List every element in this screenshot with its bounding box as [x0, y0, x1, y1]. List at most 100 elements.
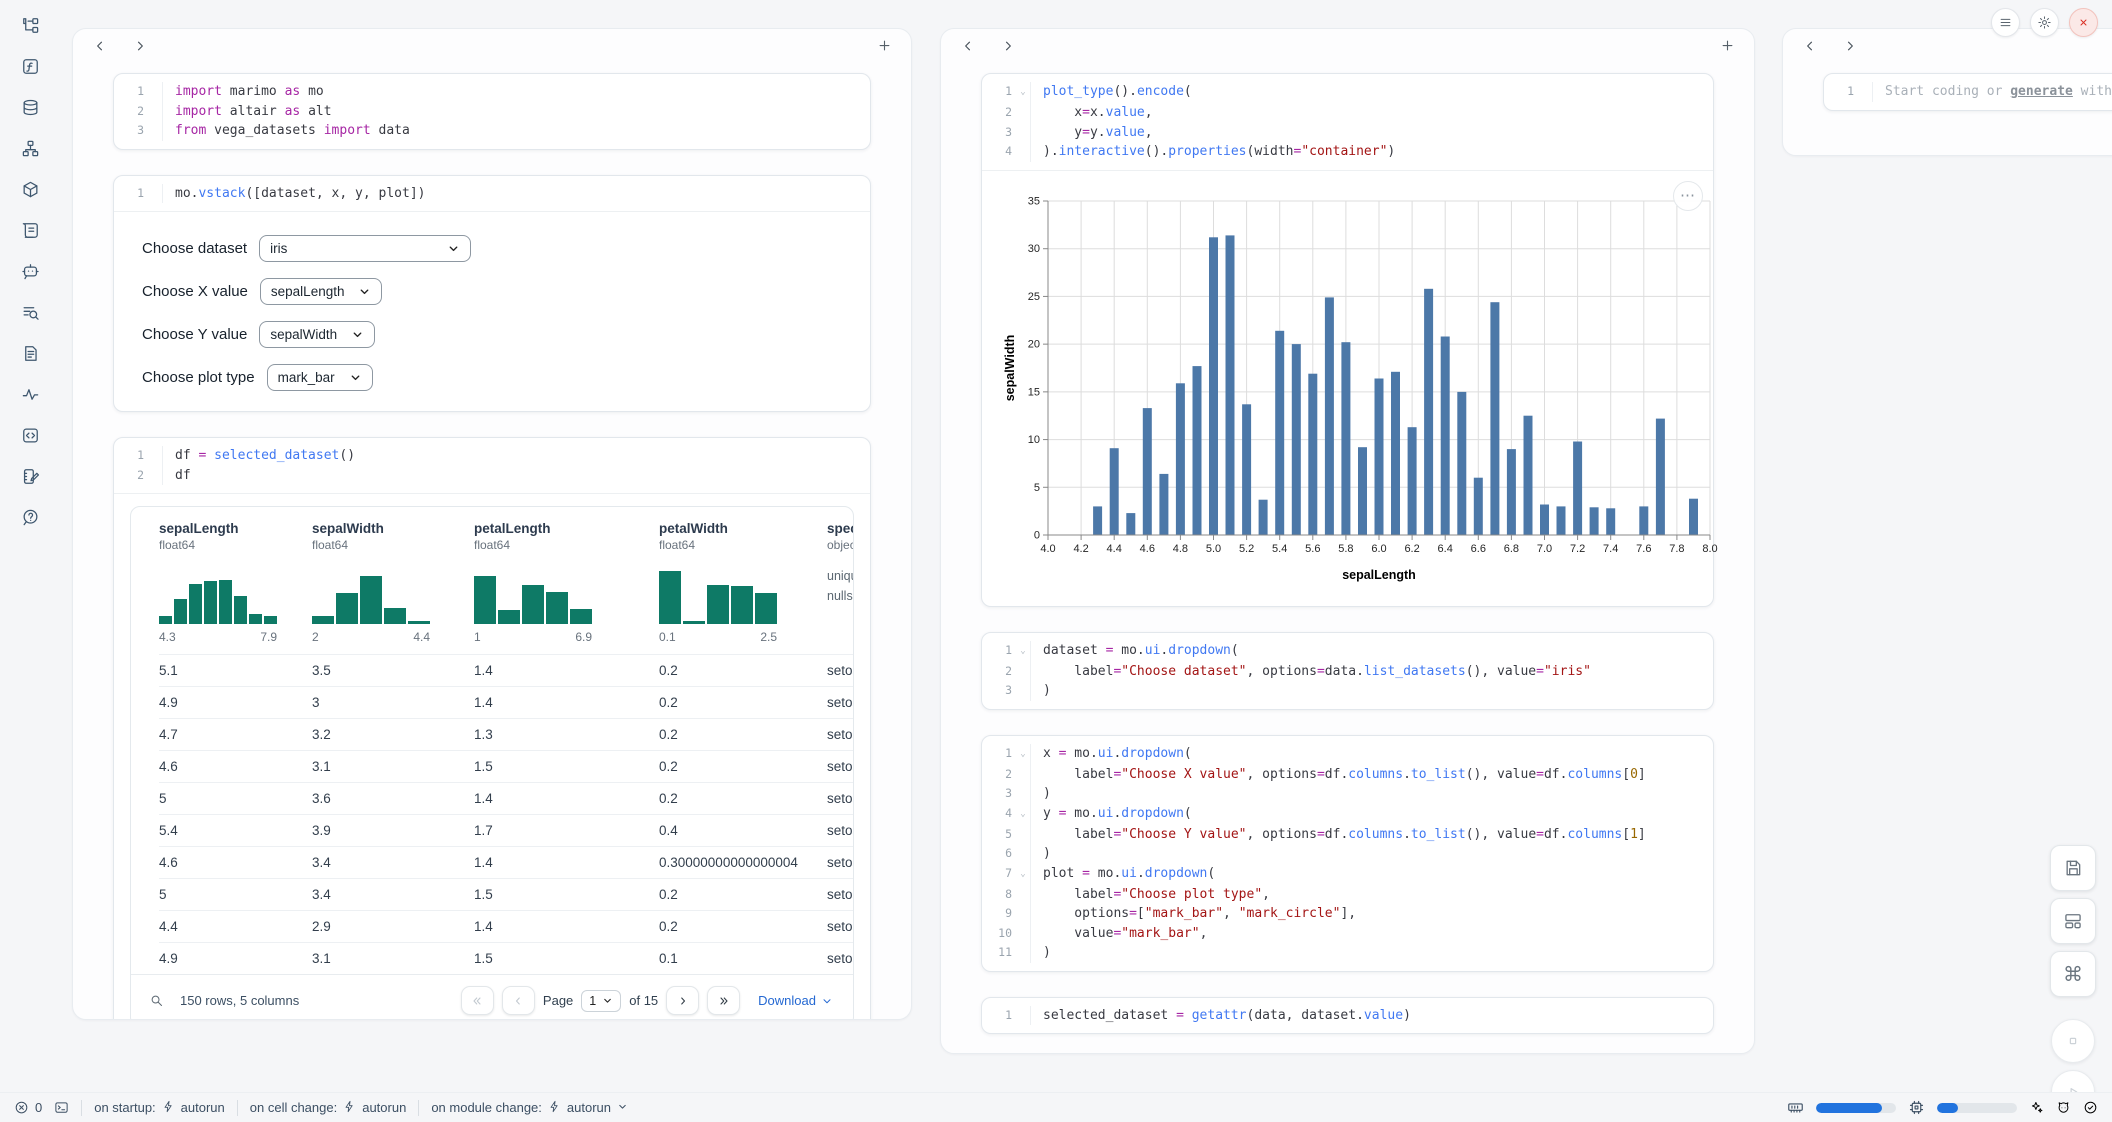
errors-indicator[interactable]: 0	[14, 1100, 42, 1115]
next-page-button[interactable]	[666, 986, 699, 1015]
column-scroll-right-button[interactable]	[1841, 38, 1859, 56]
sidebar-item-packages[interactable]	[19, 178, 41, 200]
dataset-select[interactable]: iris	[259, 235, 471, 262]
last-page-button[interactable]	[707, 986, 740, 1015]
code-editor[interactable]: 1import marimo as mo2import altair as al…	[114, 74, 870, 149]
tracing-icon	[21, 385, 40, 404]
code-editor[interactable]: 1⌄x = mo.ui.dropdown(2 label="Choose X v…	[982, 736, 1713, 971]
line-number: 9	[982, 904, 1016, 924]
code-editor[interactable]: 1mo.vstack([dataset, x, y, plot])	[114, 176, 870, 212]
page-select[interactable]: 1	[581, 990, 621, 1012]
column-header[interactable]: petalWidthfloat640.12.5	[659, 521, 827, 644]
sidebar-item-snippets[interactable]	[19, 342, 41, 364]
table-scroll-area[interactable]: sepalLengthfloat644.37.9sepalWidthfloat6…	[131, 507, 853, 974]
table-cell: 1.4	[474, 855, 659, 870]
terminal-button[interactable]	[54, 1100, 69, 1115]
runtime-mode-2[interactable]: on module change:autorun	[431, 1100, 628, 1116]
sidebar-item-help[interactable]	[19, 506, 41, 528]
previous-page-button[interactable]	[502, 986, 535, 1015]
hist-max: 4.4	[413, 630, 430, 644]
code-editor[interactable]: 1selected_dataset = getattr(data, datase…	[982, 998, 1713, 1034]
code-editor[interactable]: 1 Start coding or generate with AI	[1824, 74, 2112, 110]
generate-with-ai-link[interactable]: generate	[2010, 84, 2073, 99]
chart-container: 4.04.24.44.64.85.05.25.45.65.86.06.26.46…	[1000, 185, 1695, 592]
svg-text:10: 10	[1028, 434, 1040, 446]
table-cell: 3.1	[312, 759, 474, 774]
layout-toggle-button[interactable]	[2050, 898, 2096, 944]
first-page-button[interactable]	[461, 986, 494, 1015]
column-scroll-left-button[interactable]	[91, 38, 109, 56]
table-header-row: sepalLengthfloat644.37.9sepalWidthfloat6…	[159, 507, 853, 644]
add-cell-button[interactable]	[875, 38, 893, 56]
column-dtype: float64	[312, 538, 460, 552]
column-scroll-right-button[interactable]	[999, 38, 1017, 56]
datasources-icon	[21, 98, 40, 117]
chart-actions-button[interactable]: ⋯	[1673, 181, 1703, 211]
column-scroll-left-button[interactable]	[1801, 38, 1819, 56]
notebook-menu-button[interactable]	[1991, 8, 2020, 37]
fold-toggle[interactable]: ⌄	[1016, 744, 1030, 765]
runtime-mode-0[interactable]: on startup:autorun	[94, 1100, 225, 1116]
column-header[interactable]: sepalLengthfloat644.37.9	[159, 521, 312, 644]
sidebar	[0, 0, 60, 1092]
status-bar: 0 on startup:autorun on cell change:autor…	[0, 1092, 2112, 1122]
sidebar-item-file-tree[interactable]	[19, 14, 41, 36]
sidebar-item-scratchpad[interactable]	[19, 465, 41, 487]
cat-mode-button[interactable]	[2056, 1100, 2071, 1115]
code-editor[interactable]: 1⌄dataset = mo.ui.dropdown(2 label="Choo…	[982, 633, 1713, 709]
plot-type-select[interactable]: mark_bar	[267, 364, 373, 391]
sidebar-item-logs[interactable]	[19, 219, 41, 241]
column-scroll-left-button[interactable]	[959, 38, 977, 56]
fold-toggle[interactable]: ⌄	[1016, 864, 1030, 885]
stop-button[interactable]	[2051, 1019, 2095, 1063]
fold-toggle[interactable]: ⌄	[1016, 804, 1030, 825]
shutdown-button[interactable]	[2069, 8, 2098, 37]
chevron-down-icon	[349, 371, 362, 384]
line-number: 10	[982, 924, 1016, 944]
code-line: 2 label="Choose dataset", options=data.l…	[982, 662, 1701, 682]
sidebar-item-functions[interactable]	[19, 55, 41, 77]
settings-button[interactable]	[2030, 8, 2059, 37]
svg-text:7.4: 7.4	[1603, 543, 1618, 555]
keyboard-shortcuts-button[interactable]: ⌘	[2050, 951, 2096, 997]
table-cell: setosa	[827, 919, 853, 934]
ai-assistant-button[interactable]	[2029, 1100, 2044, 1115]
svg-text:4.2: 4.2	[1073, 543, 1088, 555]
search-icon[interactable]	[149, 993, 164, 1008]
y-value-select[interactable]: sepalWidth	[259, 321, 375, 348]
fold-toggle[interactable]: ⌄	[1016, 641, 1030, 662]
column-header[interactable]: speciesobjectunique:nulls:	[827, 521, 853, 644]
code-editor[interactable]: 1df = selected_dataset()2df	[114, 438, 870, 493]
line-number: 1	[114, 82, 148, 102]
table-row: 4.93.11.50.1setosa	[159, 942, 853, 974]
x-value-select[interactable]: sepalLength	[260, 278, 383, 305]
dataframe-output: sepalLengthfloat644.37.9sepalWidthfloat6…	[114, 493, 870, 1020]
fold-toggle[interactable]: ⌄	[1016, 82, 1030, 103]
save-button[interactable]	[2050, 845, 2096, 891]
table-cell: 2.9	[312, 919, 474, 934]
line-number: 1	[1824, 82, 1858, 102]
column-scroll-right-button[interactable]	[131, 38, 149, 56]
connection-status-button[interactable]	[2083, 1100, 2098, 1115]
line-number: 8	[982, 885, 1016, 905]
sidebar-item-outline-search[interactable]	[19, 301, 41, 323]
sidebar-item-code-block[interactable]	[19, 424, 41, 446]
sidebar-item-datasources[interactable]	[19, 96, 41, 118]
runtime-mode-1[interactable]: on cell change:autorun	[250, 1100, 407, 1116]
download-button[interactable]: Download	[758, 993, 833, 1008]
table-cell: setosa	[827, 663, 853, 678]
table-cell: 1.5	[474, 887, 659, 902]
code-editor[interactable]: 1⌄plot_type().encode(2 x=x.value,3 y=y.v…	[982, 74, 1713, 170]
column-header[interactable]: petalLengthfloat6416.9	[474, 521, 659, 644]
add-cell-button[interactable]	[1718, 38, 1736, 56]
table-row: 53.61.40.2setosa	[159, 782, 853, 814]
sidebar-item-chat[interactable]	[19, 260, 41, 282]
column-name: species	[827, 521, 853, 536]
sidebar-item-dependency-graph[interactable]	[19, 137, 41, 159]
sidebar-item-tracing[interactable]	[19, 383, 41, 405]
svg-text:6.0: 6.0	[1371, 543, 1386, 555]
chevron-down-icon	[351, 328, 364, 341]
chart-output: 4.04.24.44.64.85.05.25.45.65.86.06.26.46…	[982, 170, 1713, 606]
altair-bar-chart[interactable]: 4.04.24.44.64.85.05.25.45.65.86.06.26.46…	[1002, 189, 1722, 587]
column-header[interactable]: sepalWidthfloat6424.4	[312, 521, 474, 644]
